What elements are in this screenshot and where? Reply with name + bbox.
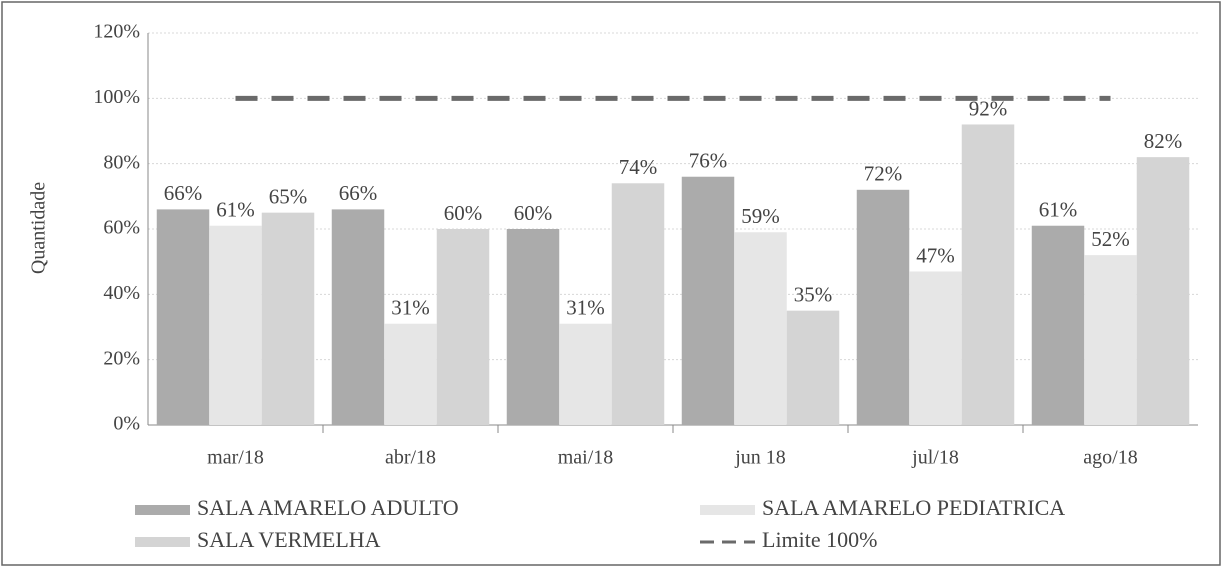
- y-axis-label: Quantidade: [28, 182, 50, 274]
- legend-label: SALA VERMELHA: [197, 527, 381, 552]
- bar: [961, 124, 1015, 425]
- bar: [209, 225, 262, 425]
- data-label: 31%: [391, 296, 430, 320]
- legend-label: Limite 100%: [762, 527, 877, 552]
- data-label: 61%: [1039, 198, 1078, 222]
- x-tick-label: mar/18: [207, 447, 264, 469]
- data-label: 65%: [269, 184, 308, 208]
- bar: [1031, 225, 1085, 425]
- bar: [786, 310, 840, 425]
- data-label: 61%: [216, 198, 255, 222]
- data-label: 66%: [164, 181, 203, 205]
- y-tick-label: 120%: [93, 21, 140, 43]
- x-tick-label: jul/18: [911, 447, 959, 469]
- legend-swatch: [135, 505, 190, 515]
- bar: [909, 271, 962, 425]
- data-label: 52%: [1091, 227, 1130, 251]
- x-tick-label: mai/18: [558, 447, 614, 469]
- bar: [1084, 255, 1137, 425]
- bar: [384, 323, 437, 425]
- y-tick-label: 40%: [103, 282, 140, 304]
- data-label: 35%: [794, 282, 833, 306]
- bar: [734, 232, 787, 425]
- bar: [506, 229, 560, 425]
- data-label: 76%: [689, 149, 728, 173]
- data-label: 72%: [864, 162, 903, 186]
- y-tick-label: 20%: [103, 347, 140, 369]
- data-label: 82%: [1144, 129, 1183, 153]
- bar: [856, 189, 910, 425]
- x-tick-label: jun 18: [734, 447, 786, 469]
- bar: [611, 183, 665, 425]
- bar: [156, 209, 210, 425]
- data-label: 66%: [339, 181, 378, 205]
- legend-swatch: [135, 537, 190, 547]
- data-label: 31%: [566, 296, 605, 320]
- data-label: 59%: [741, 204, 780, 228]
- legend-swatch: [700, 505, 755, 515]
- data-label: 60%: [444, 201, 483, 225]
- data-label: 74%: [619, 155, 658, 179]
- bar: [261, 212, 315, 425]
- bar: [559, 323, 612, 425]
- legend-label: SALA AMARELO ADULTO: [197, 495, 459, 520]
- bar: [1136, 157, 1190, 425]
- data-label: 60%: [514, 201, 553, 225]
- bar: [436, 229, 490, 425]
- legend-label: SALA AMARELO PEDIATRICA: [762, 495, 1065, 520]
- x-tick-label: ago/18: [1083, 447, 1137, 469]
- x-tick-label: abr/18: [385, 447, 436, 469]
- y-tick-label: 60%: [103, 217, 140, 239]
- data-label: 47%: [916, 243, 955, 267]
- y-tick-label: 100%: [93, 86, 140, 108]
- bar: [331, 209, 385, 425]
- bar: [681, 176, 735, 425]
- y-tick-label: 80%: [103, 151, 140, 173]
- y-tick-label: 0%: [113, 413, 140, 435]
